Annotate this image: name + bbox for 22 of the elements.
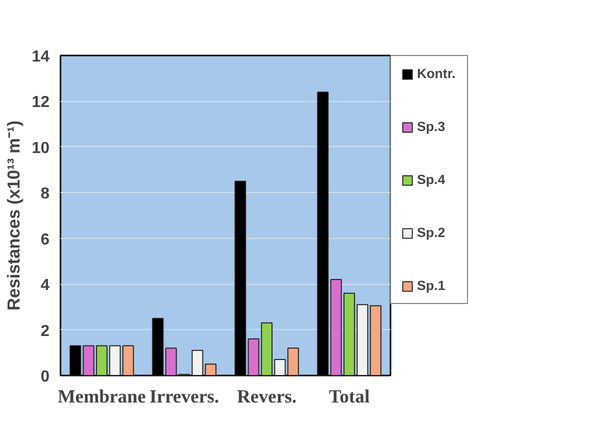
y-tick-label: 6 (40, 231, 50, 248)
legend-label: Sp.2 (417, 225, 446, 240)
y-tick-label: 4 (40, 277, 50, 294)
x-tick-label: Total (328, 386, 370, 408)
x-tick-label: Revers. (236, 386, 297, 408)
x-tick-label: Irrevers. (149, 386, 220, 408)
y-tick-label: 8 (40, 186, 50, 203)
legend-label: Sp.3 (417, 119, 446, 134)
bar (204, 364, 216, 376)
bar (370, 305, 382, 376)
bar (122, 345, 134, 376)
bar (287, 348, 299, 376)
legend-label: Kontr. (417, 66, 457, 81)
legend-label: Sp.4 (417, 172, 446, 187)
y-tick-label: 2 (40, 322, 50, 340)
x-tick-label: Membrane (58, 386, 146, 408)
y-tick-label: 12 (32, 94, 50, 112)
y-tick-label: 14 (32, 48, 50, 66)
legend-label: Sp.1 (417, 278, 446, 293)
y-axis-title: Resistances (x10¹³ m⁻¹) (4, 120, 24, 310)
y-tick-label: 10 (32, 140, 50, 157)
y-tick-label: 0 (40, 368, 50, 386)
